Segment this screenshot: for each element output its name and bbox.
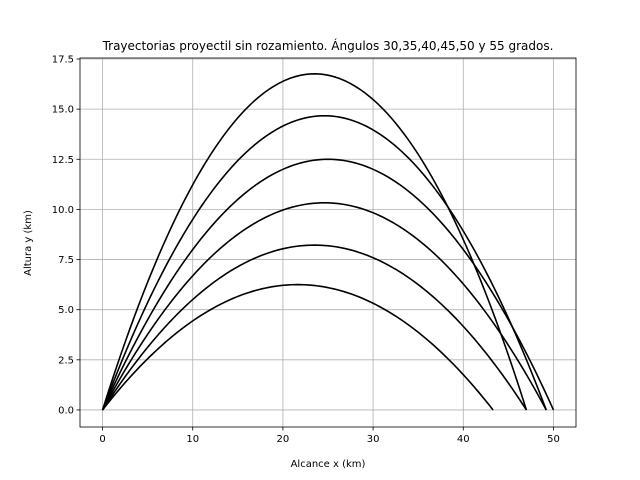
y-tick-label: 17.5: [52, 55, 74, 66]
y-tick-label: 0.0: [58, 405, 74, 416]
y-tick-label: 5.0: [58, 305, 74, 316]
x-axis-label: Alcance x (km): [291, 459, 366, 470]
trajectory-line-40: [101, 201, 547, 411]
trajectory-line-50: [101, 114, 547, 411]
trajectory-line-55: [101, 73, 528, 411]
y-tick-label: 10.0: [52, 205, 74, 216]
x-tick-label: 10: [186, 434, 199, 445]
y-axis-label: Altura y (km): [23, 210, 34, 276]
x-tick-label: 40: [457, 434, 470, 445]
y-tick-label: 7.5: [58, 255, 74, 266]
series-group: [101, 73, 555, 411]
x-tick-label: 20: [277, 434, 290, 445]
chart-title: Trayectorias proyectil sin rozamiento. Á…: [102, 38, 554, 53]
x-axis-ticks: 0 10 20 30 40 50: [99, 427, 560, 445]
x-tick-label: 0: [99, 434, 105, 445]
x-tick-label: 50: [547, 434, 560, 445]
trajectory-line-45: [101, 158, 555, 411]
y-tick-label: 15.0: [52, 105, 74, 116]
y-axis-ticks: 0.0 2.5 5.0 7.5 10.0 12.5 15.0 17.5: [52, 55, 80, 416]
trajectory-line-30: [101, 283, 494, 411]
x-tick-label: 30: [367, 434, 380, 445]
trajectory-line-35: [101, 244, 528, 411]
y-tick-label: 12.5: [52, 155, 74, 166]
grid: [80, 58, 576, 427]
plot-frame: [79, 57, 577, 428]
y-tick-label: 2.5: [58, 355, 74, 366]
